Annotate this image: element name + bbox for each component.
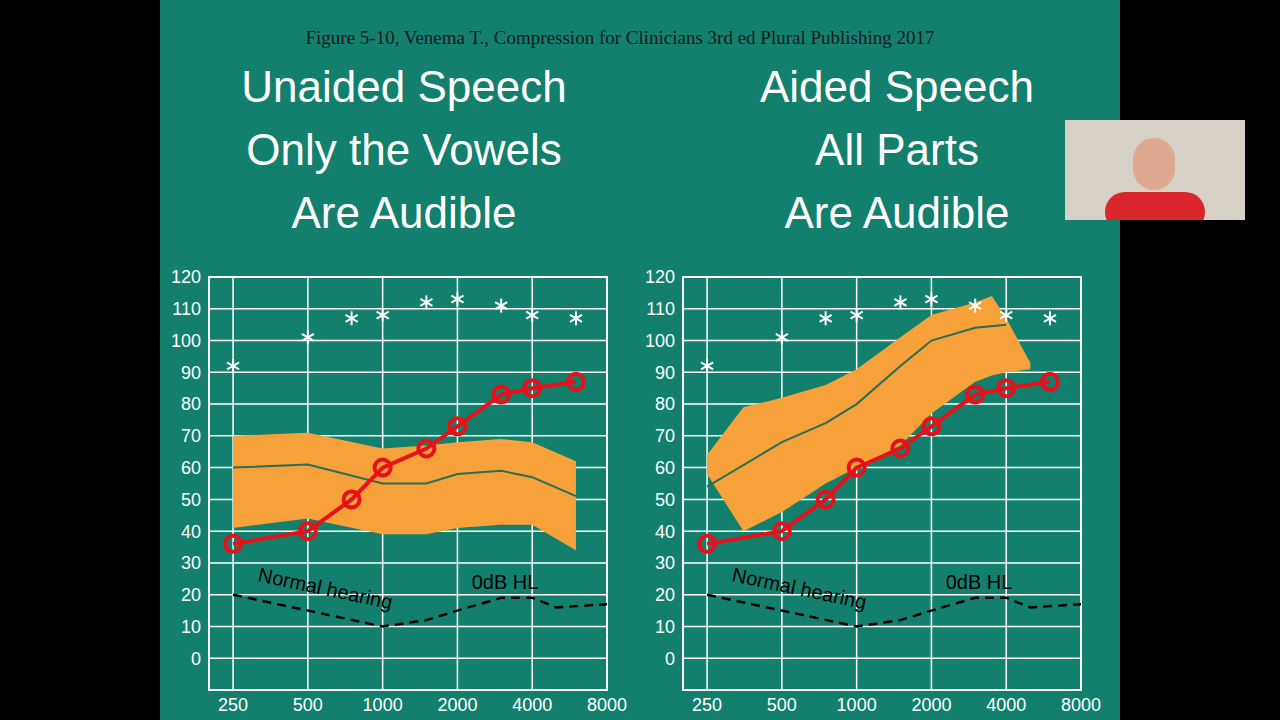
svg-text:2000: 2000 bbox=[911, 695, 951, 715]
html-text:Figure 5-10, Venema T., Compre: Figure 5-10, Venema T., Compression for … bbox=[305, 27, 935, 48]
svg-text:90: 90 bbox=[655, 363, 675, 383]
svg-text:50: 50 bbox=[655, 490, 675, 510]
html-text:Aided Speech: Aided Speech bbox=[760, 62, 1034, 111]
svg-text:10: 10 bbox=[655, 617, 675, 637]
svg-text:100: 100 bbox=[645, 331, 675, 351]
svg-text:0: 0 bbox=[665, 649, 675, 669]
svg-text:40: 40 bbox=[655, 522, 675, 542]
svg-text:0dB HL: 0dB HL bbox=[472, 571, 539, 593]
svg-text:500: 500 bbox=[293, 695, 323, 715]
svg-text:2000: 2000 bbox=[437, 695, 477, 715]
svg-text:4000: 4000 bbox=[986, 695, 1026, 715]
svg-text:80: 80 bbox=[181, 394, 201, 414]
svg-text:250: 250 bbox=[218, 695, 248, 715]
svg-text:110: 110 bbox=[172, 299, 201, 319]
html-text:Unaided Speech: Unaided Speech bbox=[241, 62, 567, 111]
html-text:Are Audible: Are Audible bbox=[784, 188, 1010, 237]
html-text:All Parts: All Parts bbox=[815, 125, 979, 174]
svg-text:0: 0 bbox=[191, 649, 201, 669]
svg-text:8000: 8000 bbox=[1061, 695, 1101, 715]
svg-text:80: 80 bbox=[655, 394, 675, 414]
svg-text:20: 20 bbox=[181, 585, 201, 605]
svg-text:30: 30 bbox=[655, 553, 675, 573]
svg-text:70: 70 bbox=[181, 426, 201, 446]
svg-text:100: 100 bbox=[171, 331, 201, 351]
svg-text:8000: 8000 bbox=[587, 695, 627, 715]
svg-text:70: 70 bbox=[655, 426, 675, 446]
svg-text:90: 90 bbox=[181, 363, 201, 383]
svg-text:60: 60 bbox=[655, 458, 675, 478]
svg-text:10: 10 bbox=[181, 617, 201, 637]
svg-text:500: 500 bbox=[767, 695, 797, 715]
svg-text:120: 120 bbox=[171, 267, 201, 287]
svg-text:120: 120 bbox=[645, 267, 675, 287]
svg-text:60: 60 bbox=[181, 458, 201, 478]
svg-text:250: 250 bbox=[692, 695, 722, 715]
html-text:Only the Vowels: Only the Vowels bbox=[246, 125, 562, 174]
svg-text:0dB HL: 0dB HL bbox=[946, 571, 1013, 593]
svg-text:1000: 1000 bbox=[837, 695, 877, 715]
svg-text:Normal hearing: Normal hearing bbox=[730, 563, 868, 613]
svg-text:30: 30 bbox=[181, 553, 201, 573]
svg-text:1000: 1000 bbox=[363, 695, 403, 715]
svg-text:Normal hearing: Normal hearing bbox=[256, 563, 394, 613]
svg-text:110: 110 bbox=[646, 299, 675, 319]
svg-text:50: 50 bbox=[181, 490, 201, 510]
svg-text:20: 20 bbox=[655, 585, 675, 605]
svg-text:40: 40 bbox=[181, 522, 201, 542]
svg-text:4000: 4000 bbox=[512, 695, 552, 715]
html-text:Are Audible: Are Audible bbox=[291, 188, 517, 237]
